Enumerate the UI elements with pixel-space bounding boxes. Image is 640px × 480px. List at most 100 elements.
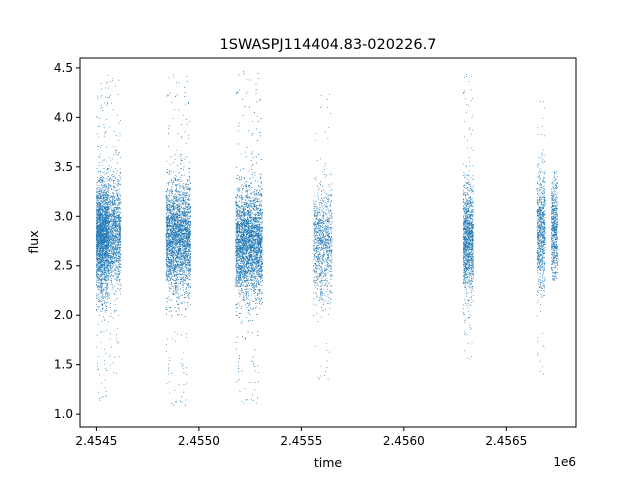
data-point xyxy=(102,180,103,182)
data-point xyxy=(119,274,121,276)
data-point xyxy=(100,234,102,236)
data-point xyxy=(107,222,108,224)
data-point xyxy=(119,227,121,229)
data-point xyxy=(103,240,105,242)
data-point xyxy=(101,236,102,238)
data-point xyxy=(100,266,101,268)
data-point xyxy=(117,154,119,156)
data-point xyxy=(103,177,104,178)
data-point xyxy=(108,247,109,249)
data-point xyxy=(119,234,121,236)
data-point xyxy=(113,228,114,230)
data-point xyxy=(109,236,111,237)
data-point xyxy=(96,293,98,295)
data-point xyxy=(177,299,179,301)
data-point xyxy=(97,187,99,188)
data-point xyxy=(118,223,120,225)
data-point xyxy=(102,197,104,199)
data-point xyxy=(106,169,108,171)
data-point xyxy=(99,211,101,213)
data-point xyxy=(105,195,106,197)
data-point xyxy=(103,220,105,222)
data-point xyxy=(96,231,98,233)
data-point xyxy=(111,233,113,234)
data-point xyxy=(100,254,102,256)
data-point xyxy=(109,279,111,281)
data-point xyxy=(109,196,111,198)
data-point xyxy=(105,230,107,231)
data-point xyxy=(165,276,167,278)
data-point xyxy=(105,261,107,262)
data-point xyxy=(97,250,99,252)
data-point xyxy=(102,201,104,202)
data-point xyxy=(105,218,106,220)
data-point xyxy=(105,391,107,393)
data-point xyxy=(102,238,104,240)
data-point xyxy=(102,245,104,247)
data-point xyxy=(179,187,181,189)
data-point xyxy=(116,208,118,210)
data-point xyxy=(106,188,108,190)
data-point xyxy=(100,270,102,272)
data-point xyxy=(103,253,105,255)
data-point xyxy=(107,284,108,286)
data-point xyxy=(98,277,100,279)
data-point xyxy=(113,250,114,252)
data-point xyxy=(97,254,99,256)
data-point xyxy=(115,226,117,227)
data-point xyxy=(108,195,110,196)
data-point xyxy=(99,399,101,401)
data-point xyxy=(116,233,118,235)
data-point xyxy=(111,256,112,258)
data-point xyxy=(105,183,107,185)
data-point xyxy=(96,273,98,274)
data-point xyxy=(108,250,110,252)
data-point xyxy=(113,226,114,228)
data-point xyxy=(178,195,180,197)
data-point xyxy=(117,275,119,277)
data-point xyxy=(113,194,114,196)
data-point xyxy=(106,266,108,267)
data-point xyxy=(104,245,106,247)
data-point xyxy=(113,243,115,245)
data-point xyxy=(116,274,117,275)
data-point xyxy=(103,241,105,243)
data-point xyxy=(112,173,114,175)
data-point xyxy=(116,283,118,284)
data-point xyxy=(115,298,117,300)
data-point xyxy=(111,236,113,238)
data-point xyxy=(108,217,110,219)
data-point xyxy=(112,252,114,254)
data-point xyxy=(119,228,121,230)
data-point xyxy=(96,263,98,265)
data-point xyxy=(101,227,103,229)
data-point xyxy=(115,151,117,153)
data-point xyxy=(99,194,101,196)
data-point xyxy=(105,253,106,254)
data-point xyxy=(103,273,105,275)
data-point xyxy=(114,233,116,234)
data-point xyxy=(119,213,121,215)
data-point xyxy=(97,214,99,216)
data-point xyxy=(116,278,118,279)
data-point xyxy=(107,233,108,234)
data-point xyxy=(102,258,104,260)
data-point xyxy=(112,270,114,272)
data-point xyxy=(96,238,97,240)
data-point xyxy=(115,290,116,291)
data-point xyxy=(104,279,105,281)
data-point xyxy=(106,254,108,256)
data-point xyxy=(104,228,106,230)
data-point xyxy=(118,183,120,185)
data-point xyxy=(115,337,117,339)
data-point xyxy=(119,251,120,253)
data-point xyxy=(103,254,105,256)
data-point xyxy=(107,226,109,228)
data-point xyxy=(172,275,174,277)
data-point xyxy=(117,229,119,231)
data-point xyxy=(120,267,122,268)
data-point xyxy=(117,208,119,210)
data-point xyxy=(116,224,118,226)
data-point xyxy=(117,238,119,240)
